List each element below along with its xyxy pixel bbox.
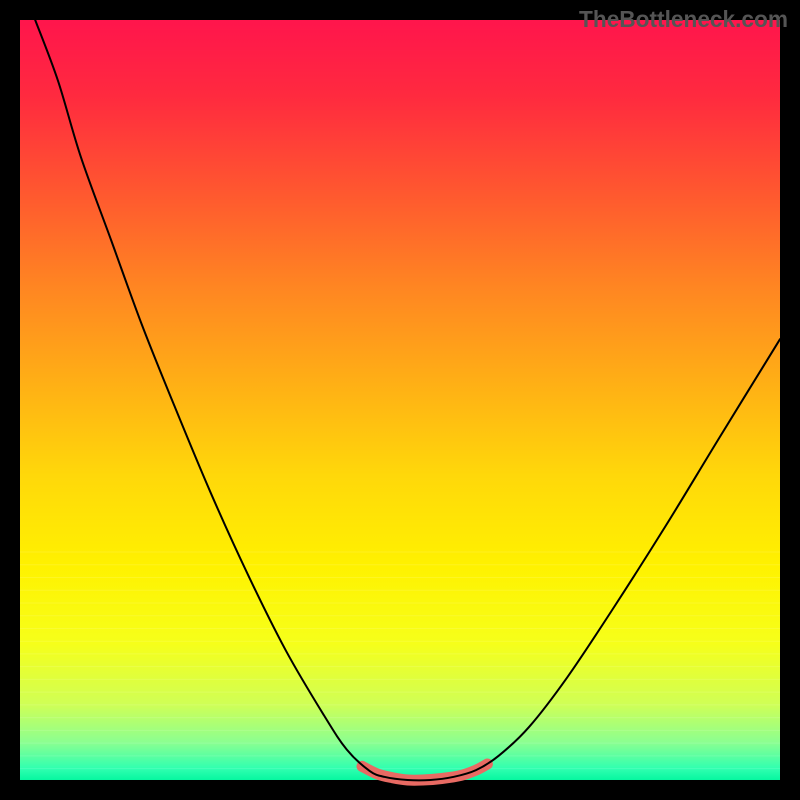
chart-svg bbox=[0, 0, 800, 800]
plot-gradient-background bbox=[20, 20, 780, 780]
bottleneck-chart: TheBottleneck.com bbox=[0, 0, 800, 800]
watermark-text: TheBottleneck.com bbox=[579, 6, 788, 33]
